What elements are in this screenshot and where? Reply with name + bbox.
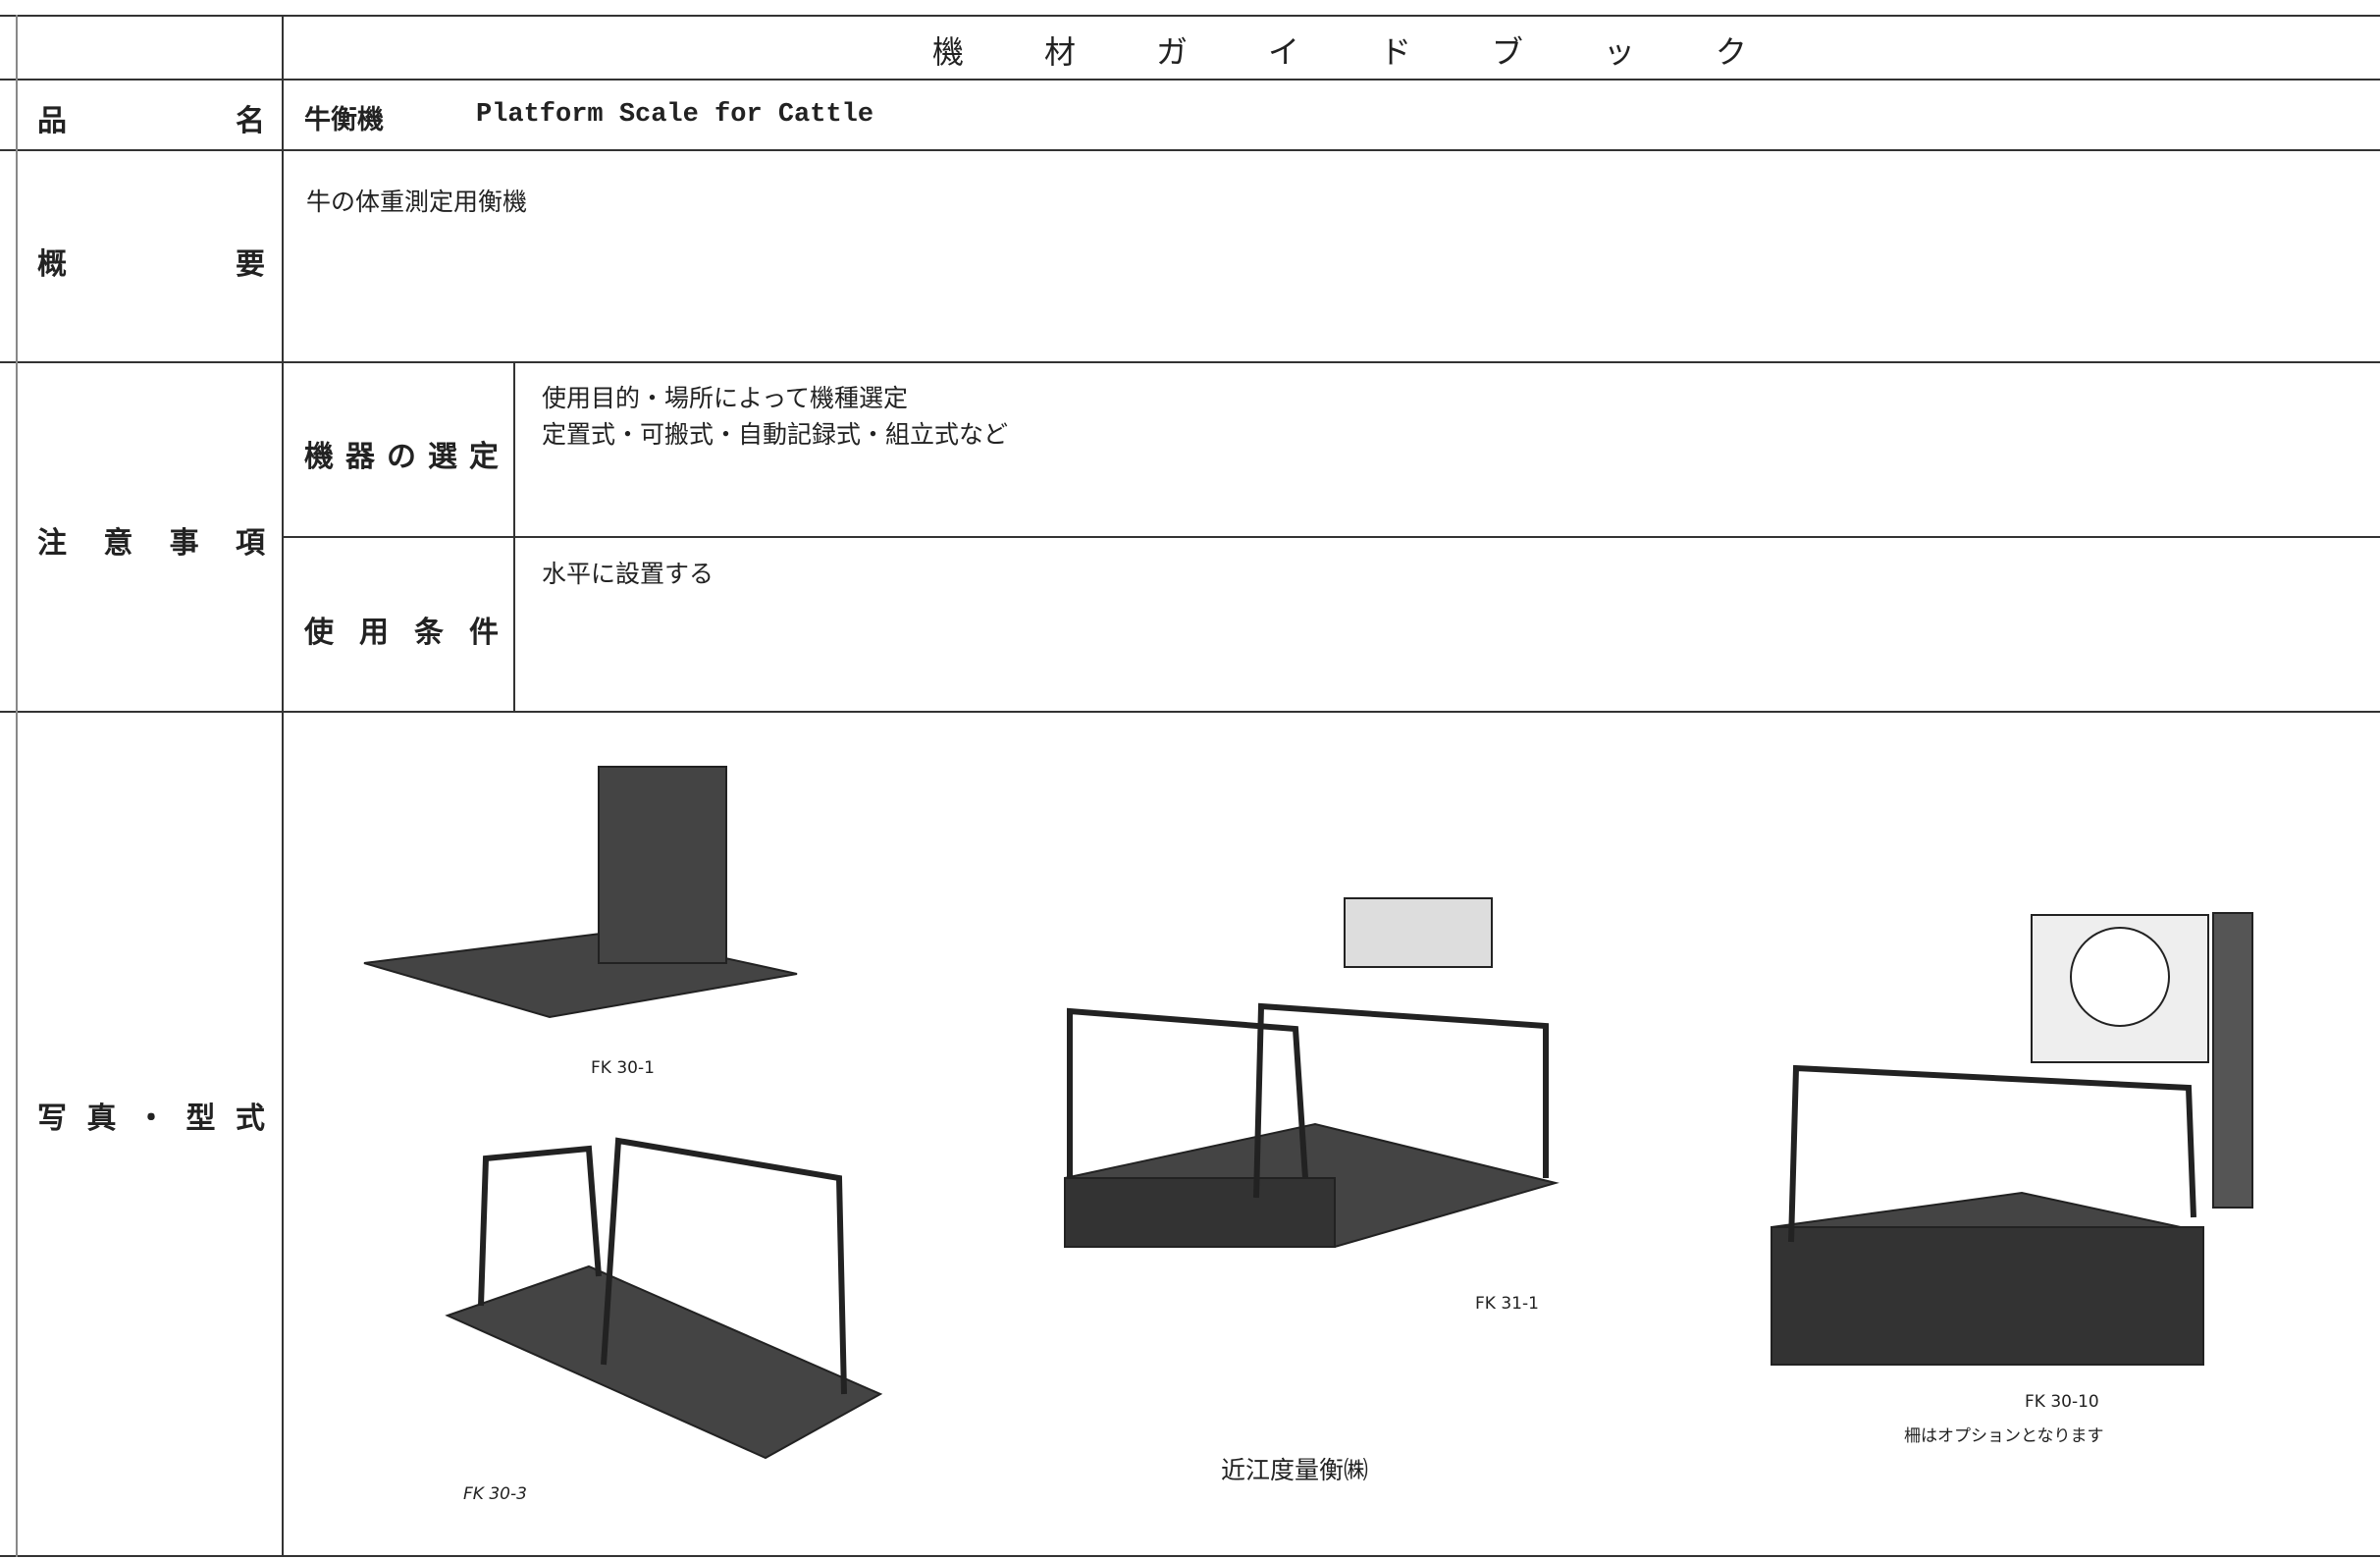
char: ク bbox=[1715, 33, 1747, 71]
char: 条 bbox=[414, 616, 444, 650]
char: 使 bbox=[304, 616, 334, 650]
char: 機 bbox=[304, 440, 334, 474]
photo-caption: FK 30-3 bbox=[463, 1484, 527, 1504]
rule bbox=[16, 15, 18, 1557]
rule bbox=[0, 361, 2380, 363]
scale-platform bbox=[363, 931, 798, 1019]
note-line: 使用目的・場所によって機種選定 bbox=[542, 386, 909, 412]
char: 真 bbox=[86, 1102, 117, 1136]
char: 項 bbox=[235, 526, 265, 561]
rule bbox=[283, 536, 2380, 538]
row-label: 写真・型式 bbox=[37, 1094, 265, 1137]
overview-text: 牛の体重測定用衡機 bbox=[306, 189, 528, 216]
item-name-ja: 牛衡機 bbox=[304, 105, 384, 135]
char: 定 bbox=[469, 440, 499, 474]
char: 注 bbox=[37, 526, 67, 561]
char: ブ bbox=[1491, 33, 1523, 71]
doc-title: 機材ガイドブック bbox=[932, 27, 1747, 73]
char: 材 bbox=[1043, 33, 1076, 71]
scale-dial bbox=[2070, 927, 2170, 1027]
char: 選 bbox=[428, 440, 457, 474]
char: 意 bbox=[103, 526, 133, 561]
char: ・ bbox=[136, 1102, 166, 1136]
scale-rail bbox=[601, 1137, 847, 1395]
photo-caption: FK 31-1 bbox=[1475, 1294, 1539, 1314]
char: イ bbox=[1267, 33, 1299, 71]
note-line: 定置式・可搬式・自動記録式・組立式など bbox=[542, 422, 1009, 449]
scale-base bbox=[1771, 1226, 2204, 1366]
char: 式 bbox=[236, 1102, 265, 1136]
scale-rail bbox=[1788, 1064, 2196, 1243]
rule bbox=[0, 1555, 2380, 1557]
scale-rail bbox=[1253, 1002, 1549, 1199]
scale-base bbox=[1064, 1177, 1336, 1248]
photo-note: 柵はオプションとなります bbox=[1904, 1426, 2104, 1446]
photo-caption: FK 30-10 bbox=[2025, 1392, 2099, 1412]
maker: 近江度量衡㈱ bbox=[1221, 1458, 1369, 1484]
char: 名 bbox=[236, 104, 265, 138]
rule bbox=[282, 15, 284, 1557]
rule bbox=[513, 361, 515, 711]
row-label: 注意事項 bbox=[37, 518, 265, 562]
item-name-en: Platform Scale for Cattle bbox=[476, 100, 874, 130]
char: の bbox=[387, 440, 416, 474]
scale-head bbox=[1344, 897, 1493, 968]
char: 用 bbox=[359, 616, 389, 650]
char: 器 bbox=[345, 440, 375, 474]
char: ド bbox=[1379, 33, 1411, 71]
row-label: 品名 bbox=[37, 96, 265, 139]
rule bbox=[0, 149, 2380, 151]
char: ッ bbox=[1603, 33, 1635, 71]
scale-rail bbox=[1067, 1007, 1308, 1179]
note-line: 水平に設置する bbox=[542, 562, 714, 588]
char: 事 bbox=[169, 526, 199, 561]
rule bbox=[0, 15, 2380, 17]
char: 品 bbox=[37, 104, 67, 138]
rule bbox=[0, 79, 2380, 81]
row-label: 概要 bbox=[37, 240, 265, 283]
char: 概 bbox=[37, 247, 67, 282]
char: 機 bbox=[932, 33, 965, 71]
sub-label: 機器の選定 bbox=[304, 432, 499, 475]
rule bbox=[0, 711, 2380, 713]
scale-rail bbox=[478, 1145, 602, 1307]
char: 写 bbox=[37, 1102, 67, 1136]
photo-caption: FK 30-1 bbox=[591, 1058, 655, 1078]
char: 要 bbox=[236, 247, 265, 282]
char: 件 bbox=[469, 616, 499, 650]
sub-label: 使用条件 bbox=[304, 608, 499, 651]
scale-head bbox=[598, 766, 727, 964]
scale-cabinet bbox=[2212, 912, 2253, 1209]
char: ガ bbox=[1155, 33, 1188, 71]
char: 型 bbox=[185, 1102, 216, 1136]
scale-platform bbox=[445, 1264, 883, 1460]
